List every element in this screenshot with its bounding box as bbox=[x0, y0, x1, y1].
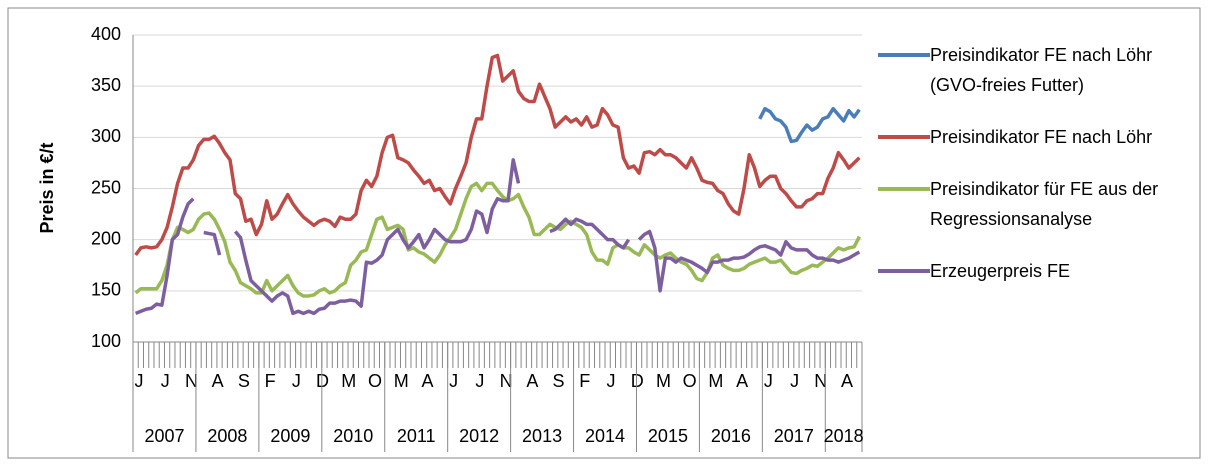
legend-entry: Preisindikator FE nach Löhr bbox=[878, 122, 1178, 152]
y-tick-label: 200 bbox=[91, 228, 121, 248]
series-line bbox=[758, 106, 861, 144]
x-tick-label: A bbox=[526, 371, 538, 391]
y-tick-label: 300 bbox=[91, 126, 121, 146]
y-axis-title: Preis in €/t bbox=[37, 142, 57, 233]
legend-swatch bbox=[878, 187, 930, 191]
x-tick-label: F bbox=[265, 371, 276, 391]
legend-entry: Preisindikator für FE aus der Regression… bbox=[878, 174, 1178, 234]
legend-entry: Preisindikator FE nach Löhr (GVO-freies … bbox=[878, 40, 1178, 100]
x-tick-label: J bbox=[475, 371, 484, 391]
x-tick-label: J bbox=[449, 371, 458, 391]
year-label: 2018 bbox=[824, 426, 864, 446]
legend-entry: Erzeugerpreis FE bbox=[878, 256, 1178, 286]
y-tick-label: 100 bbox=[91, 331, 121, 351]
x-tick-label: M bbox=[656, 371, 671, 391]
year-label: 2007 bbox=[144, 426, 184, 446]
x-tick-label: M bbox=[394, 371, 409, 391]
year-label: 2014 bbox=[585, 426, 625, 446]
legend-swatch bbox=[878, 269, 930, 273]
legend-label: Preisindikator FE nach Löhr bbox=[930, 127, 1153, 147]
x-tick-label: M bbox=[341, 371, 356, 391]
y-tick-label: 250 bbox=[91, 177, 121, 197]
year-label: 2008 bbox=[207, 426, 247, 446]
x-tick-label: J bbox=[135, 371, 144, 391]
x-tick-label: S bbox=[553, 371, 565, 391]
x-tick-label: S bbox=[238, 371, 250, 391]
legend-swatch bbox=[878, 53, 930, 57]
legend-label: Preisindikator FE nach Löhr (GVO-freies … bbox=[930, 45, 1153, 95]
x-tick-label: O bbox=[368, 371, 382, 391]
x-tick-label: A bbox=[212, 371, 224, 391]
x-tick-label: D bbox=[631, 371, 644, 391]
year-label: 2011 bbox=[397, 426, 436, 446]
year-label: 2017 bbox=[774, 426, 814, 446]
series-line bbox=[134, 181, 861, 298]
legend-swatch bbox=[878, 135, 930, 139]
y-tick-label: 350 bbox=[91, 75, 121, 95]
series-line bbox=[134, 158, 861, 316]
legend: Preisindikator FE nach Löhr (GVO-freies … bbox=[878, 40, 1178, 308]
year-label: 2012 bbox=[459, 426, 499, 446]
year-label: 2015 bbox=[648, 426, 688, 446]
year-label: 2016 bbox=[711, 426, 751, 446]
year-label: 2013 bbox=[522, 426, 562, 446]
year-label: 2010 bbox=[333, 426, 373, 446]
chart-border bbox=[7, 7, 1201, 459]
x-tick-label: M bbox=[708, 371, 723, 391]
series-line bbox=[134, 53, 861, 257]
y-tick-label: 400 bbox=[91, 24, 121, 44]
legend-label: Preisindikator für FE aus der Regression… bbox=[930, 179, 1159, 229]
x-tick-label: J bbox=[764, 371, 773, 391]
x-tick-label: J bbox=[292, 371, 301, 391]
legend-label: Erzeugerpreis FE bbox=[930, 261, 1071, 281]
x-tick-label: F bbox=[579, 371, 590, 391]
y-tick-label: 150 bbox=[91, 280, 121, 300]
x-tick-label: J bbox=[161, 371, 170, 391]
x-tick-label: A bbox=[421, 371, 433, 391]
x-tick-label: D bbox=[316, 371, 329, 391]
x-tick-label: J bbox=[790, 371, 799, 391]
x-tick-label: A bbox=[736, 371, 748, 391]
x-tick-label: O bbox=[683, 371, 697, 391]
year-label: 2009 bbox=[270, 426, 310, 446]
x-tick-label: N bbox=[185, 371, 198, 391]
x-tick-label: N bbox=[500, 371, 513, 391]
x-tick-label: N bbox=[814, 371, 827, 391]
x-tick-label: J bbox=[607, 371, 616, 391]
x-tick-label: A bbox=[841, 371, 853, 391]
